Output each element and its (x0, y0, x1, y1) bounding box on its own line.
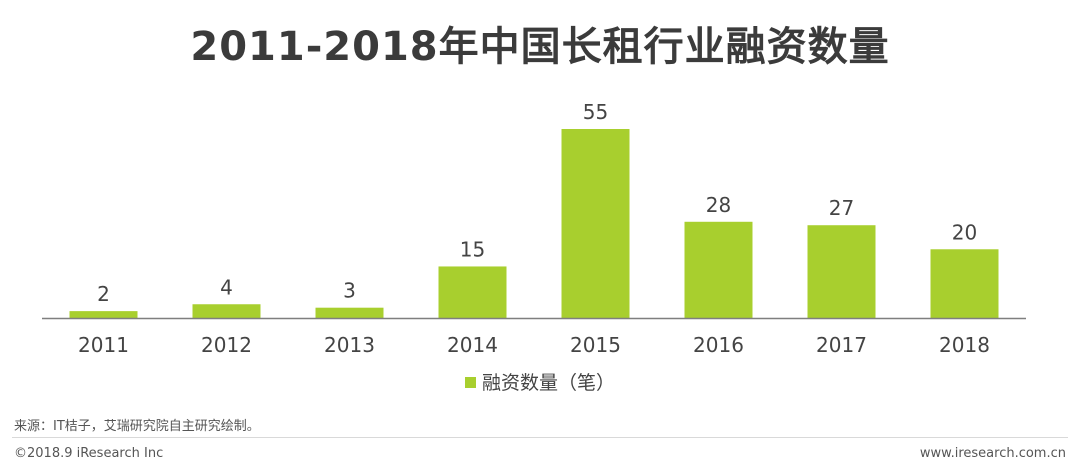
x-tick-label-2015: 2015 (570, 333, 621, 357)
data-label-2012: 4 (220, 275, 233, 299)
x-tick-label-2011: 2011 (78, 333, 129, 357)
source-note: 来源：IT桔子，艾瑞研究院自主研究绘制。 (14, 419, 260, 434)
data-label-2016: 28 (706, 193, 731, 217)
legend: 融资数量（笔） (0, 368, 1080, 395)
x-tick-label-2012: 2012 (201, 333, 252, 357)
legend-swatch (464, 377, 476, 388)
bar-2012 (192, 304, 261, 318)
data-label-2015: 55 (583, 100, 608, 124)
bar-2011 (69, 311, 138, 318)
bar-2014 (438, 266, 507, 318)
website-link[interactable]: www.iresearch.com.cn (919, 446, 1066, 461)
copyright: ©2018.9 iResearch Inc (14, 446, 164, 461)
data-label-2017: 27 (829, 196, 854, 220)
x-tick-label-2017: 2017 (816, 333, 867, 357)
bar-2018 (930, 249, 999, 318)
x-tick-label-2016: 2016 (693, 333, 744, 357)
x-tick-label-2014: 2014 (447, 333, 498, 357)
x-tick-label-2013: 2013 (324, 333, 375, 357)
x-tick-label-2018: 2018 (939, 333, 990, 357)
bar-2017 (807, 225, 876, 318)
footer-divider (12, 437, 1068, 438)
legend-label: 融资数量（笔） (481, 372, 615, 394)
data-label-2011: 2 (97, 282, 110, 306)
bar-2016 (684, 221, 753, 318)
bar-2015 (561, 129, 630, 318)
data-label-2013: 3 (343, 279, 356, 303)
bar-2013 (315, 307, 384, 318)
data-label-2018: 20 (952, 220, 977, 244)
data-label-2014: 15 (460, 237, 485, 261)
chart-title: 2011-2018年中国长租行业融资数量 (190, 24, 890, 70)
